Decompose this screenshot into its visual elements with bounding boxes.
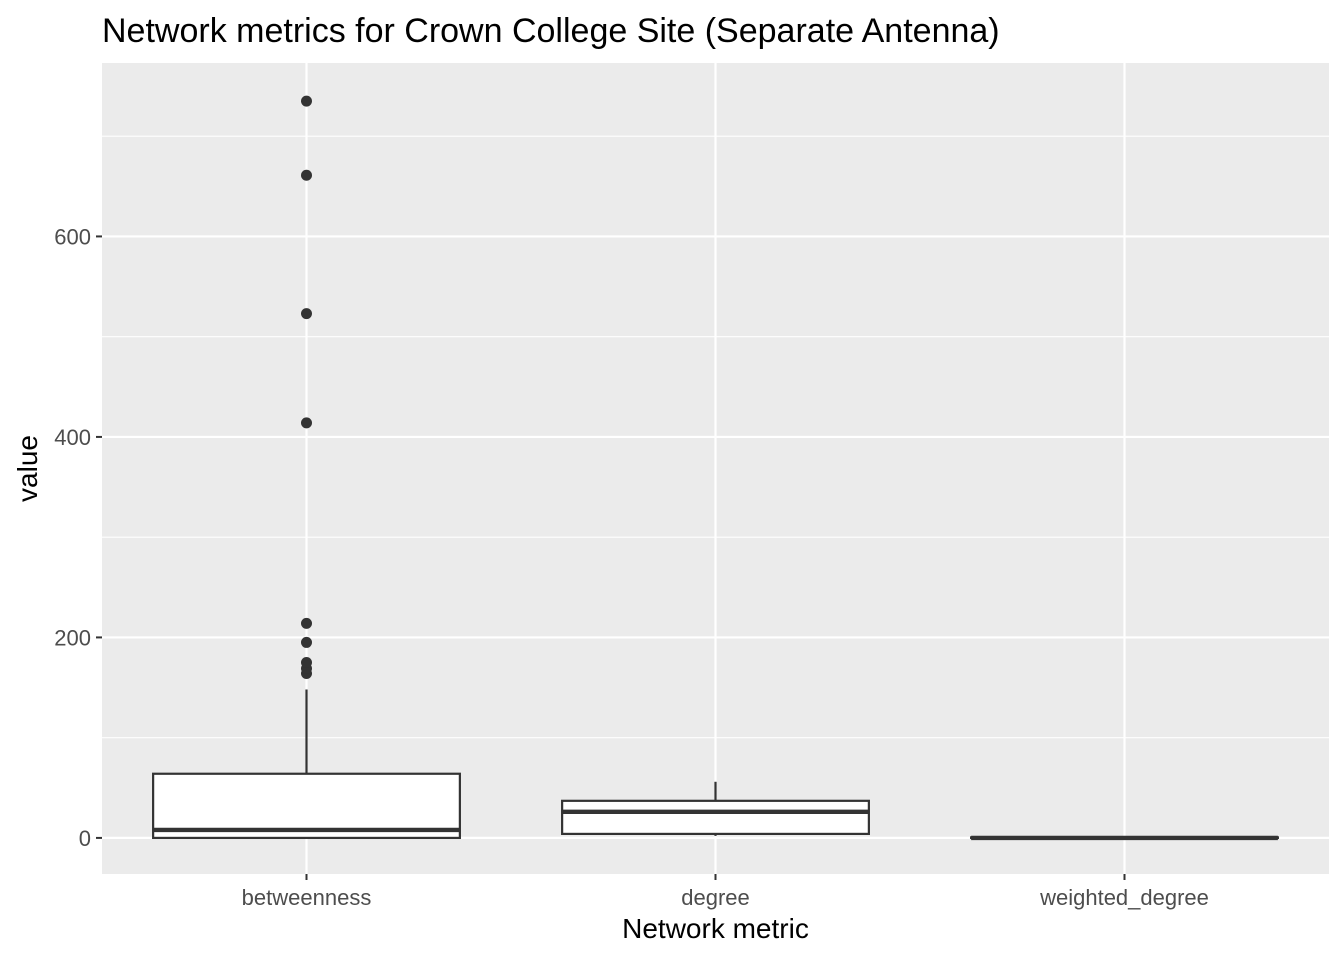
outlier-point (301, 617, 312, 629)
box-betweenness (152, 95, 461, 840)
box-weighted_degree (970, 835, 1279, 841)
box-degree (561, 781, 870, 836)
box-group (152, 95, 1279, 841)
outlier-point (301, 169, 312, 181)
y-axis-title: value (12, 435, 43, 502)
y-tick-label: 400 (54, 425, 91, 450)
x-axis-title: Network metric (622, 913, 809, 944)
y-tick-label: 0 (79, 826, 91, 851)
y-tick-label: 200 (54, 625, 91, 650)
x-axis: betweenness degree weighted_degree (242, 874, 1209, 910)
y-tick-label: 600 (54, 224, 91, 249)
box-iqr (152, 772, 461, 840)
x-tick-label: weighted_degree (1039, 885, 1209, 910)
box-iqr (561, 799, 870, 836)
outlier-point (301, 417, 312, 429)
outlier-point (301, 308, 312, 320)
chart-title: Network metrics for Crown College Site (… (102, 12, 1000, 50)
x-tick-label: degree (681, 885, 750, 910)
outlier-point (301, 636, 312, 648)
y-axis: 0 200 400 600 (54, 224, 102, 851)
gridlines (102, 63, 1329, 874)
outlier-point (301, 656, 312, 668)
outlier-point (301, 95, 312, 107)
x-tick-label: betweenness (242, 885, 372, 910)
